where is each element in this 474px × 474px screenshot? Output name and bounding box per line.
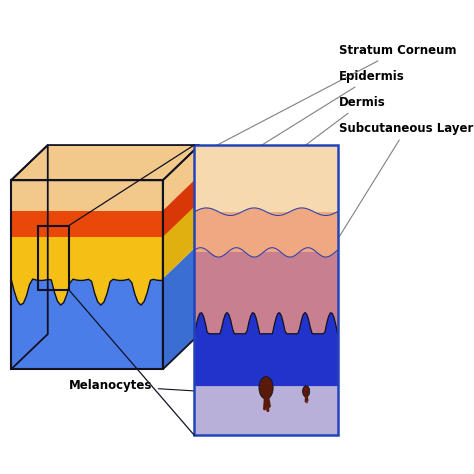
Bar	[194, 145, 337, 212]
Bar	[194, 212, 337, 252]
Polygon shape	[194, 312, 337, 386]
Polygon shape	[11, 279, 163, 369]
Text: Basal cells: Basal cells	[81, 323, 228, 336]
Polygon shape	[11, 269, 163, 369]
Text: Stratum Corneum: Stratum Corneum	[138, 44, 457, 187]
Polygon shape	[163, 243, 200, 369]
Text: Melanocytes: Melanocytes	[69, 379, 256, 395]
Polygon shape	[11, 210, 163, 237]
Polygon shape	[48, 145, 200, 175]
Text: Dermis: Dermis	[157, 96, 386, 256]
Ellipse shape	[259, 377, 273, 399]
Text: Squamous
cells: Squamous cells	[27, 225, 95, 254]
Bar	[194, 386, 337, 436]
Bar	[194, 252, 337, 334]
Bar	[194, 145, 337, 436]
Bar	[194, 334, 337, 386]
Polygon shape	[163, 145, 200, 210]
Polygon shape	[11, 237, 163, 305]
Polygon shape	[163, 202, 200, 279]
Bar	[194, 145, 337, 436]
Polygon shape	[163, 175, 200, 237]
Text: Epidermis: Epidermis	[138, 70, 405, 222]
Polygon shape	[11, 180, 163, 210]
Polygon shape	[194, 208, 337, 257]
Polygon shape	[48, 175, 200, 202]
Polygon shape	[11, 145, 200, 180]
Polygon shape	[48, 202, 200, 243]
Text: Subcutaneous Layer: Subcutaneous Layer	[267, 122, 474, 352]
Ellipse shape	[302, 386, 310, 397]
